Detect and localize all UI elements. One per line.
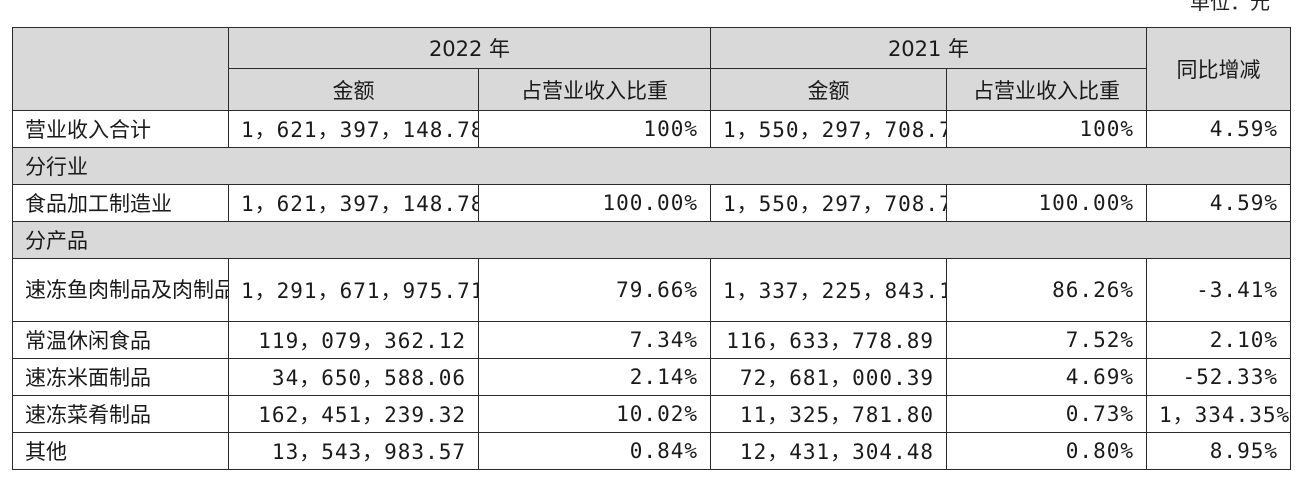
amount-2022-cell: 13，543，983.57 xyxy=(228,432,479,470)
yoy-cell: 2.10% xyxy=(1146,321,1291,359)
yoy-cell: 4.59% xyxy=(1146,110,1291,148)
share-2021-cell: 100% xyxy=(946,110,1147,148)
yoy-cell: -3.41% xyxy=(1146,258,1291,322)
yoy-cell: 1，334.35% xyxy=(1146,395,1291,433)
share-2021-cell: 7.52% xyxy=(946,321,1147,359)
amount-2022-cell: 1，291，671，975.71 xyxy=(228,258,479,322)
share-2022-cell: 100% xyxy=(478,110,711,148)
amount-2021-cell: 1，337，225，843.18 xyxy=(710,258,947,322)
amount-2021-cell: 116，633，778.89 xyxy=(710,321,947,359)
row-label: 速冻米面制品 xyxy=(12,358,229,396)
row-label: 速冻鱼肉制品及肉制品 xyxy=(12,258,229,322)
header-blank-cell xyxy=(12,27,229,111)
header-amount-2021: 金额 xyxy=(710,68,947,111)
share-2022-cell: 0.84% xyxy=(478,432,711,470)
share-2021-cell: 100.00% xyxy=(946,184,1147,222)
amount-2022-cell: 34，650，588.06 xyxy=(228,358,479,396)
share-2021-cell: 0.73% xyxy=(946,395,1147,433)
section-label: 分行业 xyxy=(12,147,1291,185)
amount-2021-cell: 72，681，000.39 xyxy=(710,358,947,396)
share-2021-cell: 0.80% xyxy=(946,432,1147,470)
row-label: 其他 xyxy=(12,432,229,470)
table-row-industry: 食品加工制造业 1，621，397，148.78 100.00% 1，550，2… xyxy=(12,184,1291,222)
share-2021-cell: 86.26% xyxy=(946,258,1147,322)
share-2022-cell: 100.00% xyxy=(478,184,711,222)
row-label: 速冻菜肴制品 xyxy=(12,395,229,433)
table-row-total: 营业收入合计 1，621，397，148.78 100% 1，550，297，7… xyxy=(12,110,1291,148)
row-label: 营业收入合计 xyxy=(12,110,229,148)
share-2021-cell: 4.69% xyxy=(946,358,1147,396)
amount-2021-cell: 11，325，781.80 xyxy=(710,395,947,433)
share-2022-cell: 2.14% xyxy=(478,358,711,396)
amount-2022-cell: 1，621，397，148.78 xyxy=(228,184,479,222)
section-row-industry: 分行业 xyxy=(12,147,1291,185)
yoy-cell: 4.59% xyxy=(1146,184,1291,222)
header-year-2022: 2022 年 xyxy=(228,27,711,69)
amount-2022-cell: 119，079，362.12 xyxy=(228,321,479,359)
revenue-table: 2022 年 2021 年 同比增减 金额 占营业收入比重 金额 占营业收入比重… xyxy=(12,27,1291,470)
header-amount-2022: 金额 xyxy=(228,68,479,111)
row-label: 食品加工制造业 xyxy=(12,184,229,222)
header-share-2022: 占营业收入比重 xyxy=(478,68,711,111)
share-2022-cell: 10.02% xyxy=(478,395,711,433)
table-row: 速冻鱼肉制品及肉制品 1，291，671，975.71 79.66% 1，337… xyxy=(12,258,1291,322)
header-row-columns: 金额 占营业收入比重 金额 占营业收入比重 xyxy=(13,68,1291,111)
share-2022-cell: 79.66% xyxy=(478,258,711,322)
table-row: 其他 13，543，983.57 0.84% 12，431，304.48 0.8… xyxy=(12,432,1291,470)
amount-2021-cell: 1，550，297，708.74 xyxy=(710,110,947,148)
yoy-cell: -52.33% xyxy=(1146,358,1291,396)
header-yoy: 同比增减 xyxy=(1146,27,1291,111)
amount-2022-cell: 162，451，239.32 xyxy=(228,395,479,433)
table-row: 常温休闲食品 119，079，362.12 7.34% 116，633，778.… xyxy=(12,321,1291,359)
amount-2022-cell: 1，621，397，148.78 xyxy=(228,110,479,148)
header-share-2021: 占营业收入比重 xyxy=(946,68,1147,111)
table-row: 速冻米面制品 34，650，588.06 2.14% 72，681，000.39… xyxy=(12,358,1291,396)
row-label: 常温休闲食品 xyxy=(12,321,229,359)
amount-2021-cell: 1，550，297，708.74 xyxy=(710,184,947,222)
header-row-years: 2022 年 2021 年 同比增减 xyxy=(12,27,1291,111)
section-row-product: 分产品 xyxy=(12,221,1291,259)
amount-2021-cell: 12，431，304.48 xyxy=(710,432,947,470)
yoy-cell: 8.95% xyxy=(1146,432,1291,470)
table-row: 速冻菜肴制品 162，451，239.32 10.02% 11，325，781.… xyxy=(12,395,1291,433)
header-year-2021: 2021 年 xyxy=(710,27,1147,69)
unit-label: 单位：元 xyxy=(1190,0,1270,14)
share-2022-cell: 7.34% xyxy=(478,321,711,359)
section-label: 分产品 xyxy=(12,221,1291,259)
